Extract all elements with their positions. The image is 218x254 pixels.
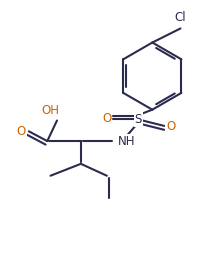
Text: O: O bbox=[102, 112, 111, 125]
Text: S: S bbox=[135, 113, 142, 126]
Text: NH: NH bbox=[118, 135, 135, 148]
Text: Cl: Cl bbox=[175, 11, 186, 24]
Text: O: O bbox=[16, 125, 26, 138]
Text: OH: OH bbox=[41, 104, 59, 117]
Text: O: O bbox=[166, 120, 176, 134]
